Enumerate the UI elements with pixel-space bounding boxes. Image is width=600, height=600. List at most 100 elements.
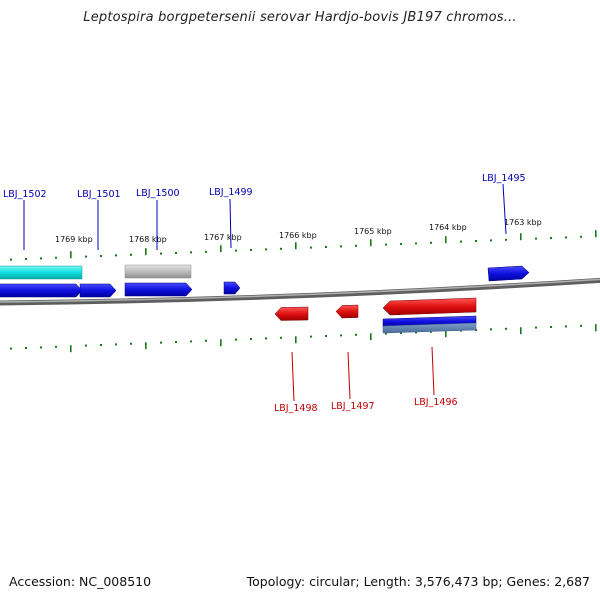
- major-tick: [445, 236, 447, 244]
- tick-labels: 1769 kbp 1768 kbp 1767 kbp 1766 kbp 1765…: [55, 218, 542, 244]
- tick-label-1765: 1765 kbp: [354, 227, 392, 236]
- gene-label-lbj-1498[interactable]: LBJ_1498: [274, 403, 318, 414]
- minor-tick: [460, 240, 462, 243]
- minor-tick: [310, 335, 312, 338]
- minor-tick: [310, 246, 312, 249]
- minor-tick: [505, 327, 507, 330]
- map-title: Leptospira borgpetersenii serovar Hardjo…: [83, 10, 517, 25]
- minor-tick: [430, 330, 432, 333]
- gene-label-lbj-1501[interactable]: LBJ_1501: [77, 189, 121, 200]
- major-tick: [520, 327, 522, 335]
- major-tick: [370, 333, 372, 341]
- gene-arrow-lbj-1496[interactable]: [382, 297, 477, 316]
- gene-feature-cyan[interactable]: [0, 265, 83, 280]
- minor-tick: [190, 251, 192, 254]
- major-tick: [295, 242, 297, 250]
- minor-tick: [400, 332, 402, 334]
- forward-strand-features: [0, 264, 530, 298]
- minor-tick: [25, 258, 27, 260]
- minor-tick: [535, 237, 537, 240]
- minor-tick: [55, 345, 57, 348]
- minor-tick: [325, 335, 327, 337]
- minor-tick: [580, 324, 582, 327]
- minor-tick: [115, 343, 117, 346]
- gene-arrow-lbj-1497[interactable]: [335, 304, 359, 319]
- forward-gene-labels: LBJ_1502 LBJ_1501 LBJ_1500 LBJ_1499 LBJ_…: [3, 173, 526, 250]
- minor-tick: [85, 255, 87, 258]
- minor-tick: [355, 333, 357, 336]
- major-tick: [595, 230, 597, 238]
- minor-tick: [490, 239, 492, 242]
- chromosome-backbone: [0, 277, 600, 306]
- minor-tick: [250, 338, 252, 340]
- gene-label-lbj-1499[interactable]: LBJ_1499: [209, 187, 253, 198]
- tick-row-upper: [10, 230, 597, 261]
- minor-tick: [430, 241, 432, 244]
- gene-arrow-lbj-1500[interactable]: [124, 282, 193, 297]
- minor-tick: [535, 326, 537, 329]
- tick-label-1769: 1769 kbp: [55, 235, 93, 244]
- minor-tick: [550, 326, 552, 328]
- minor-tick: [85, 344, 87, 347]
- gene-label-lbj-1500[interactable]: LBJ_1500: [136, 188, 180, 199]
- minor-tick: [130, 253, 132, 256]
- minor-tick: [475, 240, 477, 242]
- gene-label-lbj-1502[interactable]: LBJ_1502: [3, 189, 47, 200]
- tick-label-1763: 1763 kbp: [504, 218, 542, 227]
- minor-tick: [190, 340, 192, 343]
- gene-arrow-lbj-1502[interactable]: [0, 283, 83, 298]
- major-tick: [145, 248, 147, 256]
- minor-tick: [400, 243, 402, 245]
- minor-tick: [265, 337, 267, 340]
- minor-tick: [385, 243, 387, 246]
- minor-tick: [235, 338, 237, 341]
- minor-tick: [10, 347, 12, 350]
- minor-tick: [160, 252, 162, 255]
- minor-tick: [205, 250, 207, 253]
- major-tick: [220, 245, 222, 253]
- minor-tick: [160, 341, 162, 344]
- major-tick: [595, 324, 597, 332]
- minor-tick: [490, 328, 492, 331]
- tick-label-1764: 1764 kbp: [429, 223, 467, 232]
- minor-tick: [580, 235, 582, 238]
- minor-tick: [175, 341, 177, 343]
- gene-feature-gray[interactable]: [124, 264, 192, 279]
- minor-tick: [550, 237, 552, 239]
- reverse-strand-features: [274, 297, 477, 334]
- gene-arrow-lbj-1499[interactable]: [223, 281, 241, 295]
- major-tick: [520, 233, 522, 241]
- tick-label-1767: 1767 kbp: [204, 233, 242, 242]
- minor-tick: [325, 246, 327, 248]
- minor-tick: [280, 247, 282, 250]
- gene-feature-steel-band[interactable]: [382, 322, 477, 334]
- minor-tick: [415, 242, 417, 245]
- minor-tick: [280, 336, 282, 339]
- chromosome-backbone-highlight: [0, 278, 600, 303]
- tick-row-lower: [10, 324, 597, 353]
- major-tick: [370, 239, 372, 247]
- minor-tick: [265, 248, 267, 251]
- gene-arrow-lbj-1498[interactable]: [274, 306, 309, 321]
- gene-label-lbj-1496[interactable]: LBJ_1496: [414, 397, 458, 408]
- tick-label-1766: 1766 kbp: [279, 231, 317, 240]
- minor-tick: [10, 258, 12, 261]
- major-tick: [70, 345, 72, 353]
- minor-tick: [25, 347, 27, 349]
- gene-label-lbj-1497[interactable]: LBJ_1497: [331, 401, 375, 412]
- reverse-gene-labels: LBJ_1498 LBJ_1497 LBJ_1496: [274, 346, 458, 414]
- major-tick: [220, 339, 222, 347]
- gene-arrow-lbj-1501[interactable]: [79, 283, 117, 298]
- minor-tick: [340, 334, 342, 337]
- minor-tick: [100, 255, 102, 257]
- gene-arrow-lbj-1495[interactable]: [487, 265, 530, 282]
- minor-tick: [55, 256, 57, 259]
- major-tick: [445, 330, 447, 338]
- minor-tick: [205, 339, 207, 342]
- gene-label-lbj-1495[interactable]: LBJ_1495: [482, 173, 526, 184]
- minor-tick: [565, 325, 567, 328]
- tick-label-1768: 1768 kbp: [129, 235, 167, 244]
- minor-tick: [100, 344, 102, 346]
- minor-tick: [40, 346, 42, 349]
